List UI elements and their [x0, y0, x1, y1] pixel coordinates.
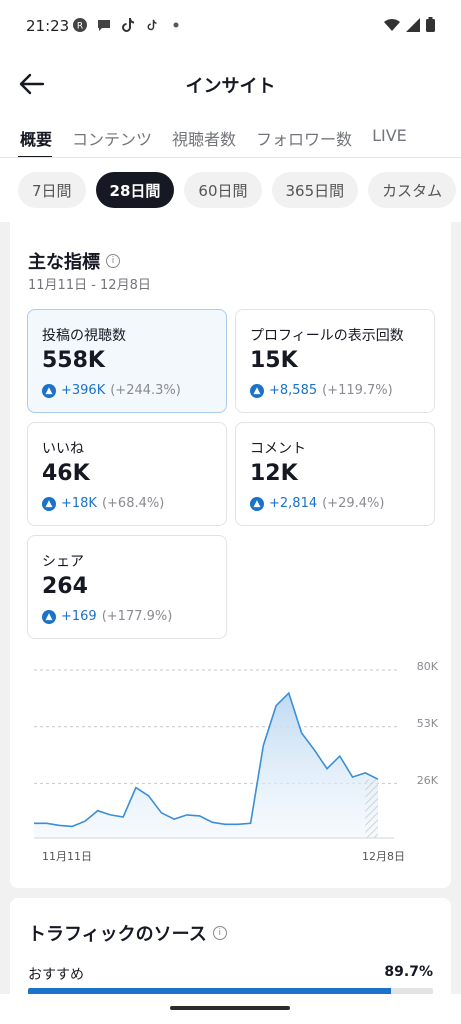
section-title-text: 主な指標	[28, 252, 100, 273]
tab-viewers[interactable]: 視聴者数	[162, 116, 246, 157]
date-range: 11月11日 - 12月8日	[28, 278, 151, 293]
metric-card-shares[interactable]: シェア 264 ▲ +169 (+177.9%)	[27, 535, 227, 639]
tab-label: コンテンツ	[72, 130, 153, 149]
key-metrics-title: 主な指標 i	[28, 248, 120, 274]
period-selector: 7日間 28日間 60日間 365日間 カスタム	[0, 158, 461, 222]
tab-live[interactable]: LIVE	[362, 116, 417, 157]
svg-text:R: R	[77, 22, 83, 32]
metric-card-profile-views[interactable]: プロフィールの表示回数 15K ▲ +8,585 (+119.7%)	[235, 309, 435, 413]
metric-label: コメント	[250, 441, 306, 457]
rakuten-icon: R	[72, 17, 88, 33]
metric-change: ▲ +169 (+177.9%)	[42, 609, 172, 624]
metric-pct: (+68.4%)	[101, 496, 165, 511]
period-label: 7日間	[32, 181, 72, 200]
back-button[interactable]	[16, 68, 48, 100]
back-arrow-icon	[19, 73, 45, 95]
metric-card-post-views[interactable]: 投稿の視聴数 558K ▲ +396K (+244.3%)	[27, 309, 227, 413]
metric-label: 投稿の視聴数	[42, 328, 126, 344]
traffic-source-bar-fill	[28, 988, 392, 997]
metric-card-comments[interactable]: コメント 12K ▲ +2,814 (+29.4%)	[235, 422, 435, 526]
key-metrics-card: 主な指標 i 11月11日 - 12月8日 投稿の視聴数 558K ▲ +396…	[10, 222, 451, 888]
system-icons	[384, 17, 435, 36]
traffic-sources-title: トラフィックのソース i	[28, 920, 227, 946]
tab-label: 概要	[20, 130, 53, 149]
metric-label: いいね	[42, 441, 84, 457]
traffic-source-label: おすすめ	[28, 967, 84, 983]
traffic-source-percent: 89.7%	[384, 964, 433, 980]
y-tick-label: 26K	[416, 774, 438, 787]
post-views-chart[interactable]: 80K 53K 26K 11月11日 12月8日	[28, 660, 438, 870]
tab-content[interactable]: コンテンツ	[62, 116, 162, 157]
dot-icon	[168, 17, 184, 33]
period-60-days[interactable]: 60日間	[184, 172, 262, 208]
metric-label: シェア	[42, 554, 84, 570]
arrow-up-icon: ▲	[42, 383, 56, 398]
arrow-up-icon: ▲	[42, 496, 56, 511]
period-label: カスタム	[382, 181, 443, 200]
tiktok-small-icon	[144, 17, 160, 33]
period-label: 365日間	[285, 181, 345, 200]
metric-value: 558K	[42, 348, 105, 373]
metric-delta: +2,814	[269, 496, 318, 511]
x-tick-label: 12月8日	[362, 850, 405, 863]
y-tick-label: 53K	[416, 717, 438, 730]
home-indicator[interactable]	[170, 1006, 290, 1010]
metric-delta: +169	[61, 609, 97, 624]
notification-icons: R	[72, 17, 184, 33]
tab-overview[interactable]: 概要	[0, 116, 62, 157]
metric-change: ▲ +396K (+244.3%)	[42, 383, 181, 398]
metric-value: 15K	[250, 348, 298, 373]
period-label: 28日間	[109, 181, 161, 200]
tab-bar: 概要 コンテンツ 視聴者数 フォロワー数 LIVE	[0, 116, 461, 158]
tab-followers[interactable]: フォロワー数	[246, 116, 362, 157]
arrow-up-icon: ▲	[250, 383, 264, 398]
metric-change: ▲ +8,585 (+119.7%)	[250, 383, 393, 398]
period-7-days[interactable]: 7日間	[18, 172, 86, 208]
status-time: 21:23	[26, 17, 70, 35]
period-365-days[interactable]: 365日間	[271, 172, 359, 208]
traffic-source-bar	[28, 988, 433, 997]
status-bar: 21:23 R	[0, 0, 461, 52]
system-nav-bar	[0, 994, 461, 1024]
section-title-text: トラフィックのソース	[28, 924, 207, 945]
info-icon[interactable]: i	[212, 926, 227, 940]
metric-pct: (+29.4%)	[322, 496, 385, 511]
metric-pct: (+244.3%)	[110, 383, 181, 398]
metric-label: プロフィールの表示回数	[250, 328, 404, 344]
y-tick-label: 80K	[416, 660, 438, 673]
metric-value: 264	[42, 574, 88, 599]
battery-icon	[426, 17, 435, 36]
metric-card-likes[interactable]: いいね 46K ▲ +18K (+68.4%)	[27, 422, 227, 526]
info-icon[interactable]: i	[106, 254, 120, 268]
wifi-icon	[384, 17, 400, 36]
tiktok-icon	[120, 17, 136, 33]
x-tick-label: 11月11日	[42, 850, 92, 863]
signal-icon	[406, 17, 420, 36]
metric-change: ▲ +2,814 (+29.4%)	[250, 496, 384, 511]
chart-svg	[34, 669, 400, 839]
tab-label: LIVE	[372, 126, 407, 145]
period-28-days[interactable]: 28日間	[95, 172, 175, 208]
chat-bubble-icon	[96, 17, 112, 33]
app-header: インサイト	[0, 52, 461, 116]
tab-label: フォロワー数	[256, 130, 353, 149]
metric-pct: (+177.9%)	[101, 609, 173, 624]
chart-line	[34, 691, 379, 828]
metric-change: ▲ +18K (+68.4%)	[42, 496, 164, 511]
period-custom[interactable]: カスタム	[368, 172, 457, 208]
metric-value: 46K	[42, 461, 90, 486]
chart-partial-region	[365, 779, 378, 838]
metric-delta: +18K	[61, 496, 97, 511]
arrow-up-icon: ▲	[42, 609, 56, 624]
page-title: インサイト	[185, 76, 276, 97]
period-label: 60日間	[198, 181, 248, 200]
arrow-up-icon: ▲	[250, 496, 264, 511]
tab-label: 視聴者数	[172, 130, 237, 149]
metric-delta: +396K	[61, 383, 106, 398]
chart-area	[34, 693, 378, 838]
metric-pct: (+119.7%)	[322, 383, 393, 398]
metric-value: 12K	[250, 461, 298, 486]
metric-delta: +8,585	[269, 383, 318, 398]
